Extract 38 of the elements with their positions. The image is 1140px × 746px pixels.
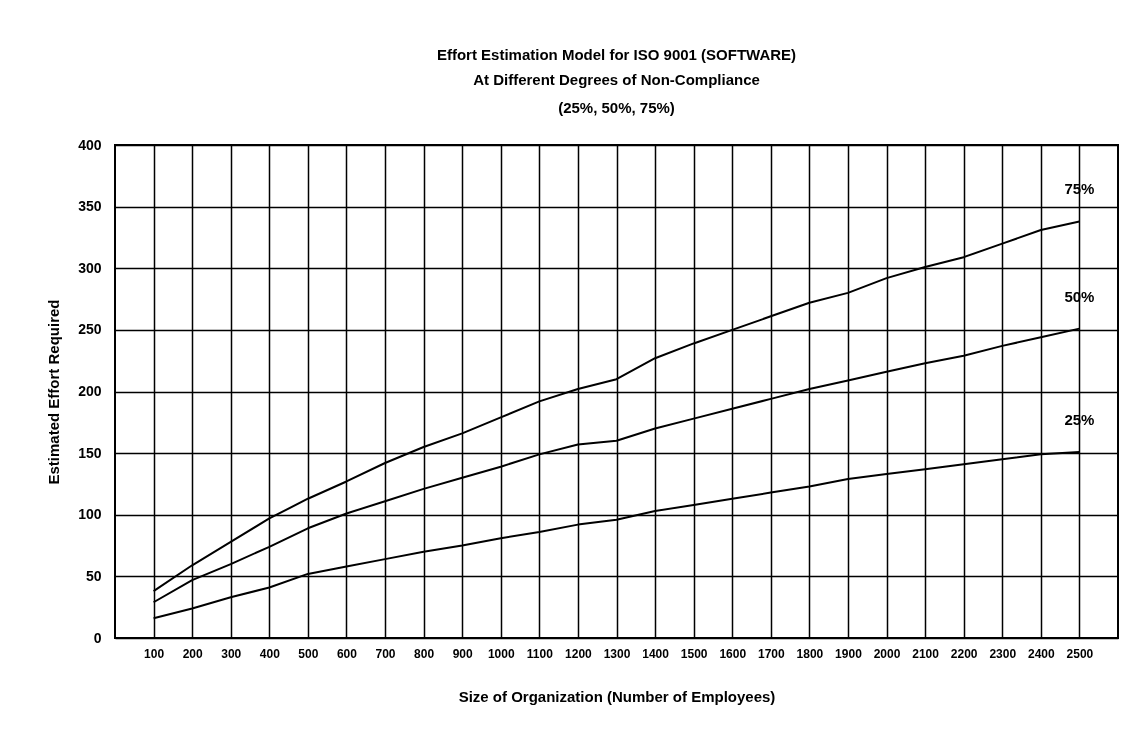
x-tick-label: 2200 xyxy=(950,646,978,661)
x-tick-label: 300 xyxy=(221,646,242,661)
y-axis-title: Estimated Effort Required xyxy=(45,299,63,485)
x-tick-label: 1400 xyxy=(642,646,670,661)
x-tick-label: 1000 xyxy=(487,646,515,661)
x-tick-label: 1200 xyxy=(565,646,593,661)
chart-subtitle: At Different Degrees of Non-Compliance (25%, 50%, 75%) xyxy=(473,71,760,116)
x-axis-title: Size of Organization (Number of Employees) xyxy=(458,687,776,705)
x-tick-label: 600 xyxy=(336,646,358,661)
x-tick-label: 1300 xyxy=(603,646,631,661)
x-tick-label: 2300 xyxy=(989,646,1017,661)
y-tick-label: 350 xyxy=(78,198,102,215)
x-tick-label: 800 xyxy=(414,646,435,661)
chart-title: Effort Estimation Model for ISO 9001 (SOFTWARE) xyxy=(436,46,797,63)
x-tick-label: 2000 xyxy=(873,646,901,661)
x-tick-label: 1600 xyxy=(719,646,747,661)
x-tick-label: 1900 xyxy=(835,646,863,661)
x-tick-label: 500 xyxy=(298,646,319,661)
x-tick-label: 2400 xyxy=(1027,646,1056,661)
x-tick-label: 1100 xyxy=(526,646,554,661)
x-tick-label: 700 xyxy=(375,646,396,661)
x-tick-label: 2500 xyxy=(1066,646,1094,661)
x-tick-label: 1700 xyxy=(757,646,785,661)
y-tick-label: 100 xyxy=(78,506,102,523)
x-tick-label: 400 xyxy=(259,646,281,661)
x-tick-label: 900 xyxy=(452,646,474,661)
x-tick-label: 100 xyxy=(144,646,165,661)
y-tick-label: 50 xyxy=(85,567,102,584)
y-tick-label: 150 xyxy=(78,444,102,461)
x-tick-label: 2100 xyxy=(912,646,940,661)
y-tick-label: 400 xyxy=(78,136,102,153)
x-tick-label: 200 xyxy=(182,646,203,661)
x-tick-label: 1500 xyxy=(680,646,708,661)
y-tick-label: 0 xyxy=(93,629,102,646)
y-tick-label: 250 xyxy=(78,321,102,338)
y-tick-label: 200 xyxy=(78,383,102,399)
y-tick-label: 300 xyxy=(78,259,102,276)
x-tick-label: 1800 xyxy=(796,646,824,661)
